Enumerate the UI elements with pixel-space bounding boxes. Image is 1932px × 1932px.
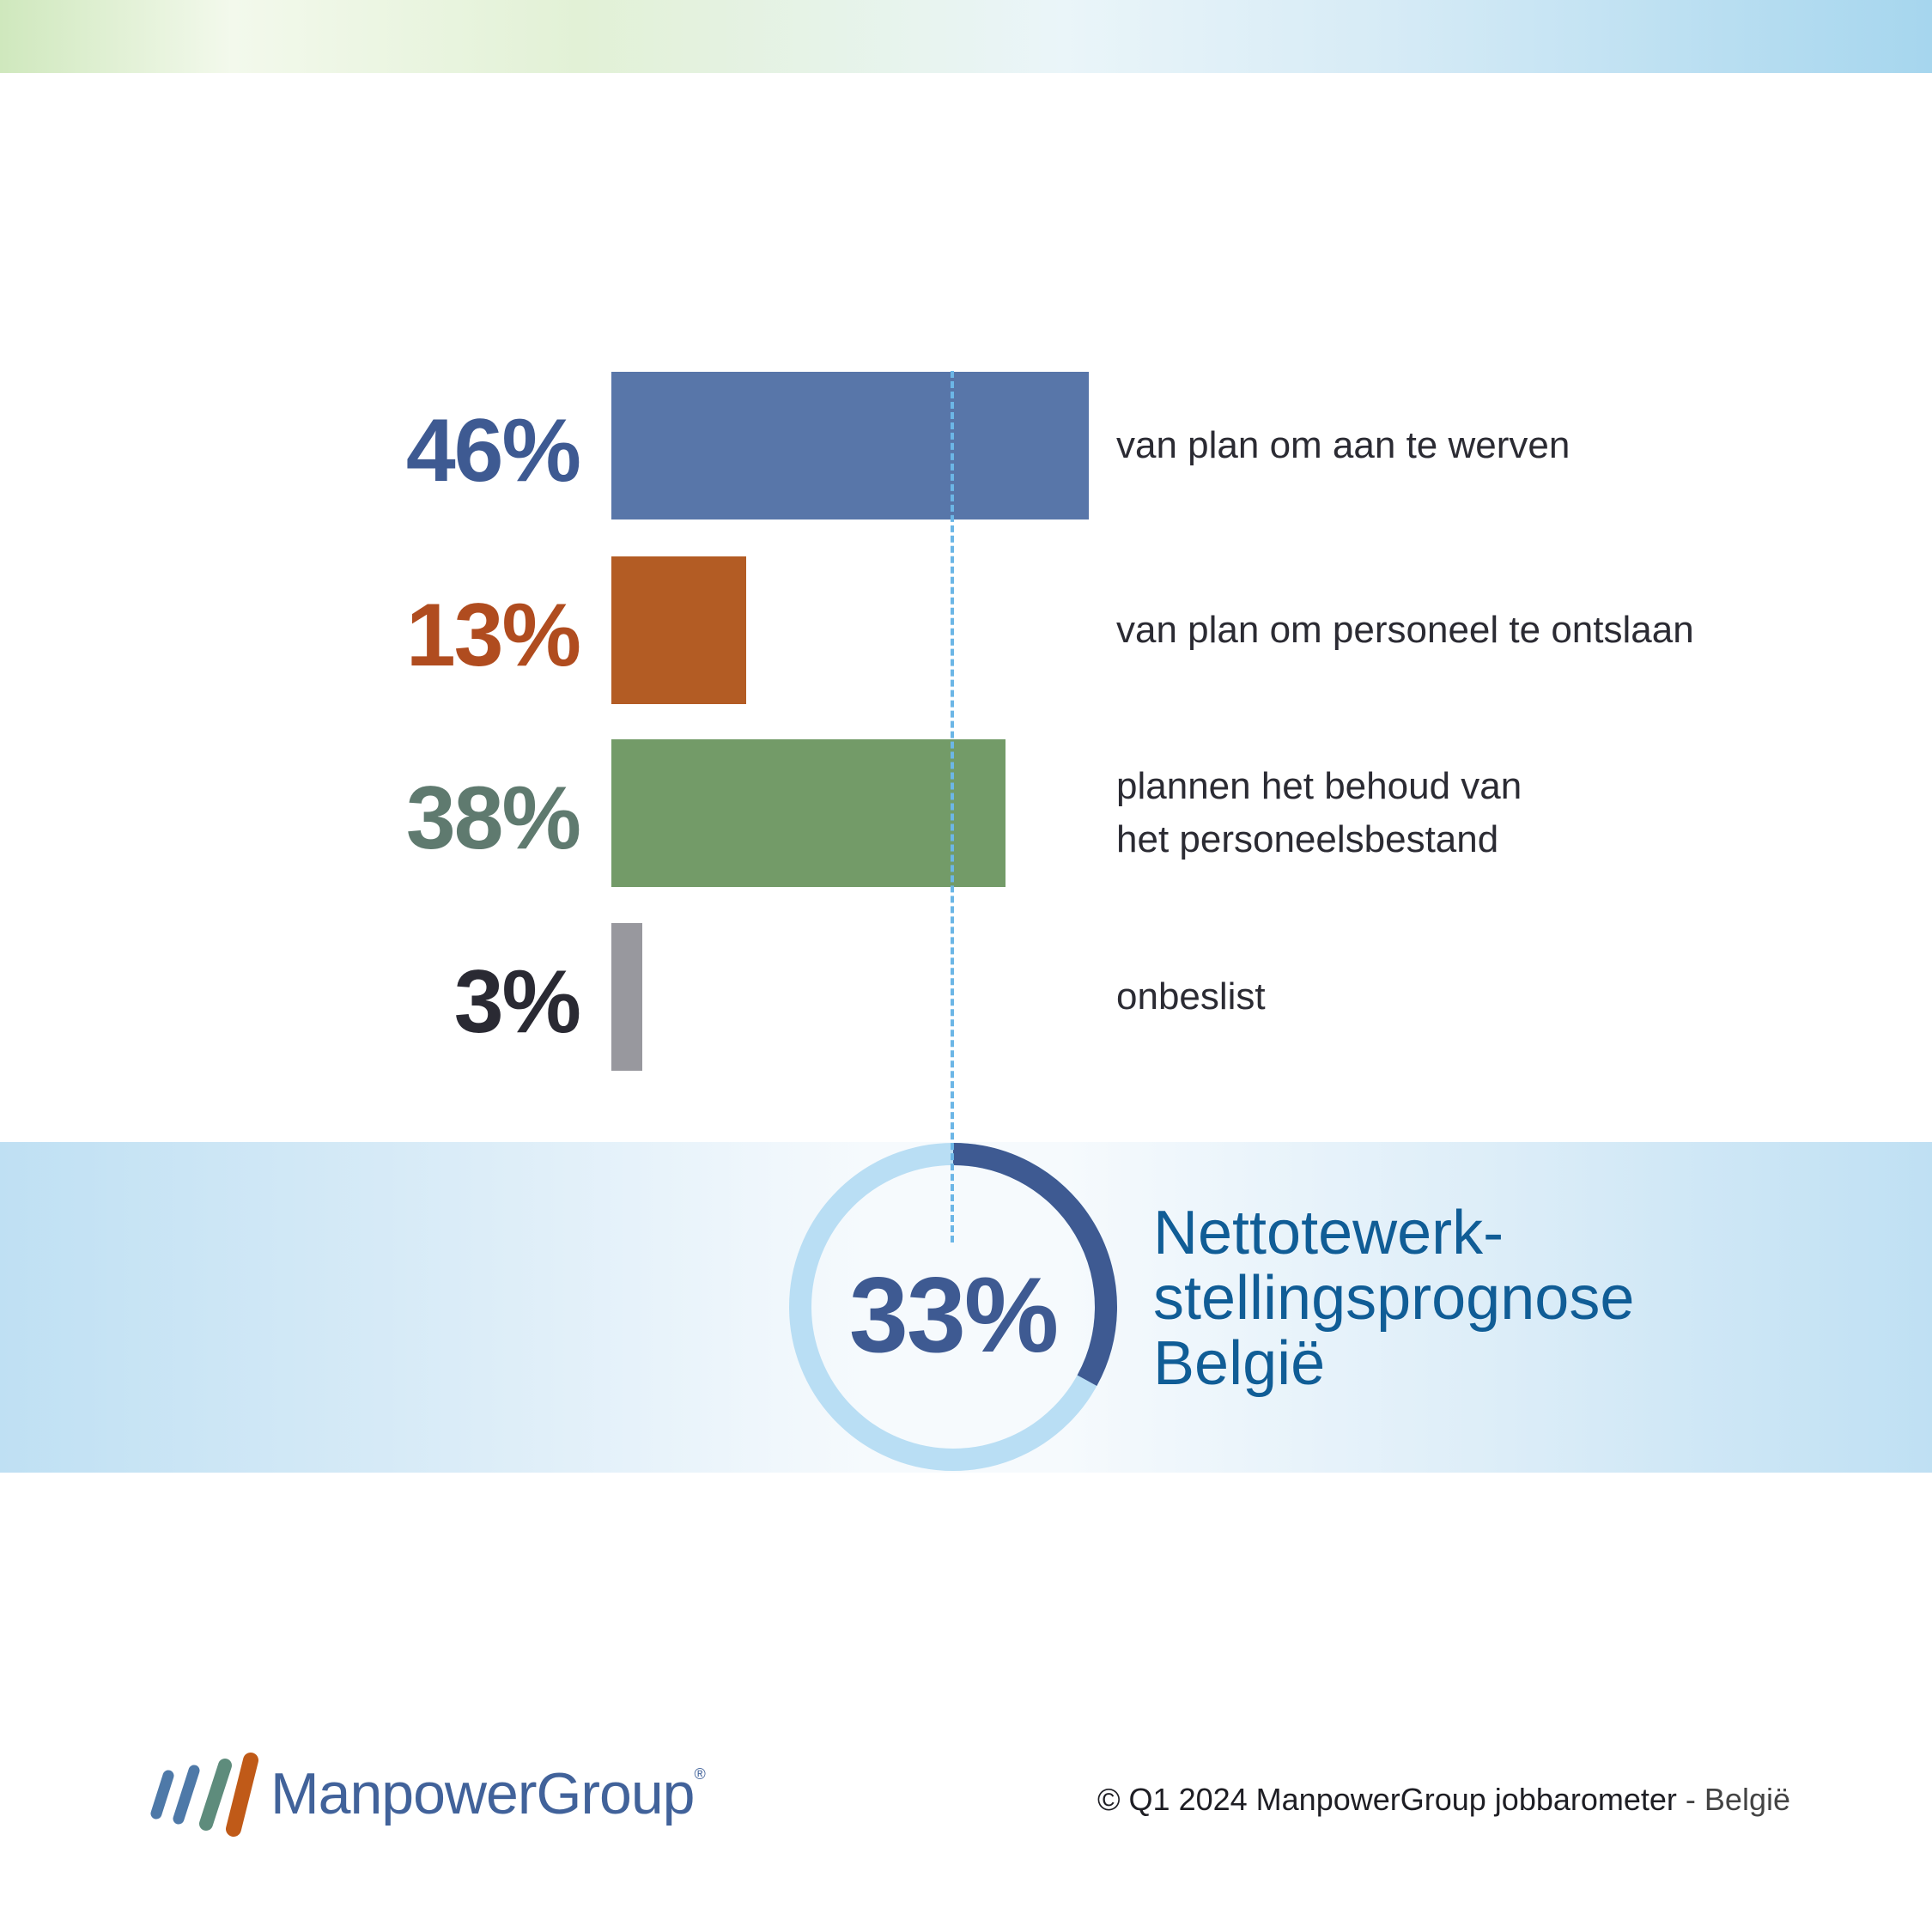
category-label: onbeslist — [1116, 970, 1266, 1024]
category-label-line: van plan om personeel te ontslaan — [1116, 609, 1694, 651]
net-outlook-title: Nettotewerk- stellingsprognose België — [1153, 1200, 1634, 1396]
category-label-line: van plan om aan te werven — [1116, 424, 1571, 466]
bar-value-label: 46% — [405, 401, 581, 501]
bar-value-label: 13% — [405, 586, 581, 685]
bar — [611, 923, 642, 1071]
category-label-line: onbeslist — [1116, 975, 1266, 1018]
category-label: van plan om personeel te ontslaan — [1116, 604, 1694, 657]
net-outlook-value: 33% — [848, 1256, 1059, 1375]
net-outlook-title-line: België — [1153, 1329, 1326, 1398]
bar — [611, 739, 1005, 887]
copyright-text: © Q1 2024 ManpowerGroup jobbarometer — [1097, 1782, 1677, 1817]
manpowergroup-logo-icon — [150, 1753, 258, 1837]
bar-value-label: 3% — [453, 952, 581, 1052]
category-label: van plan om aan te werven — [1116, 419, 1570, 472]
copyright-notice: © Q1 2024 ManpowerGroup jobbarometer - B… — [1097, 1782, 1790, 1818]
bar-value-label: 38% — [405, 769, 581, 868]
registered-mark: ® — [694, 1765, 705, 1783]
bar — [611, 372, 1089, 519]
net-outlook-band — [0, 1142, 1932, 1473]
top-gradient-band — [0, 0, 1932, 73]
ring-progress-arc — [952, 1143, 1117, 1387]
category-label: plannen het behoud van het personeelsbest… — [1116, 760, 1522, 866]
category-label-line: het personeelsbestand — [1116, 818, 1499, 860]
logo-text: ManpowerGroup — [270, 1761, 695, 1826]
reference-dashed-line — [951, 371, 954, 1242]
net-outlook-title-line: stellingsprognose — [1153, 1264, 1635, 1333]
logo-wordmark: ManpowerGroup® — [270, 1760, 706, 1827]
category-label-line: plannen het behoud van — [1116, 765, 1522, 807]
bar — [611, 556, 746, 704]
net-outlook-title-line: Nettotewerk- — [1153, 1199, 1504, 1267]
copyright-country: - België — [1676, 1782, 1790, 1817]
